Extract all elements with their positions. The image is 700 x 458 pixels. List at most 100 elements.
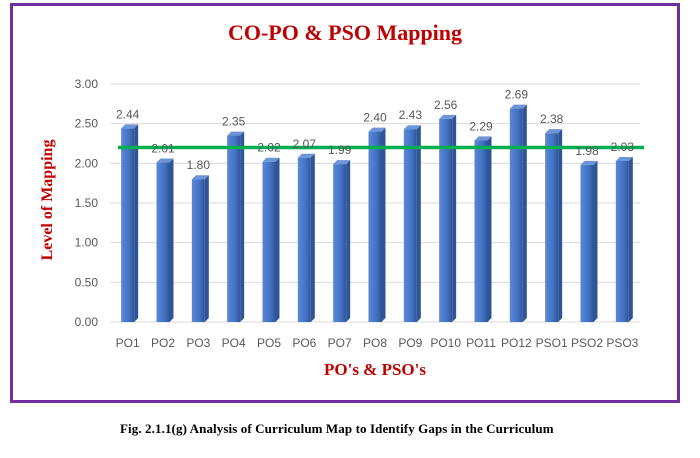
data-label: 1.99 xyxy=(328,143,352,157)
bar-front xyxy=(403,129,417,322)
bar-top xyxy=(333,160,351,165)
data-label: 2.35 xyxy=(222,115,246,129)
data-label: 2.02 xyxy=(257,141,281,155)
y-tick-label: 0.50 xyxy=(75,275,99,289)
bar xyxy=(121,124,139,322)
data-label: 1.80 xyxy=(187,158,211,172)
x-tick-label: PO12 xyxy=(501,336,532,350)
bar-top xyxy=(403,125,421,130)
data-label: 2.56 xyxy=(434,98,458,112)
bar-side xyxy=(310,153,315,322)
bar-top xyxy=(615,156,633,161)
data-label: 1.98 xyxy=(575,144,599,158)
x-tick-label: PO6 xyxy=(292,336,316,350)
x-tick-label: PO4 xyxy=(222,336,246,350)
bar-side xyxy=(522,104,527,323)
bar-front xyxy=(227,135,241,322)
bar xyxy=(509,104,527,323)
bar xyxy=(262,157,280,322)
x-tick-label: PO9 xyxy=(398,336,422,350)
bar-top xyxy=(509,104,527,109)
bar-side xyxy=(487,136,492,322)
bar xyxy=(545,129,563,322)
data-label: 2.01 xyxy=(151,142,175,156)
data-label: 2.40 xyxy=(363,111,387,125)
bar-front xyxy=(297,157,311,322)
data-label: 2.43 xyxy=(399,108,423,122)
y-tick-label: 1.00 xyxy=(75,236,99,250)
bar-side xyxy=(169,158,174,322)
bar-top xyxy=(368,127,386,132)
bar-front xyxy=(615,160,629,322)
bar-top xyxy=(439,114,457,119)
x-tick-label: PO8 xyxy=(363,336,387,350)
x-tick-label: PO3 xyxy=(186,336,210,350)
data-label: 2.29 xyxy=(469,119,493,133)
bar-front xyxy=(262,161,276,322)
bar-side xyxy=(558,129,563,322)
x-axis-label: PO's & PSO's xyxy=(324,360,426,379)
data-label: 2.07 xyxy=(293,137,317,151)
x-tick-label: PO1 xyxy=(116,336,140,350)
x-tick-label: PSO1 xyxy=(536,336,568,350)
bar-front xyxy=(545,133,559,322)
bar-side xyxy=(275,157,280,322)
data-label: 2.03 xyxy=(611,140,635,154)
x-tick-label: PSO3 xyxy=(606,336,638,350)
bar xyxy=(580,160,598,322)
bar-side xyxy=(452,114,457,322)
x-tick-label: PO11 xyxy=(466,336,496,350)
bar xyxy=(297,153,315,322)
bar-top xyxy=(474,136,492,141)
bar-front xyxy=(580,164,594,322)
bar xyxy=(227,131,245,322)
y-tick-label: 2.50 xyxy=(75,117,99,131)
data-label: 2.38 xyxy=(540,112,564,126)
bar-top xyxy=(580,160,598,165)
bar-top xyxy=(227,131,245,136)
bar-side xyxy=(628,156,633,322)
bar-side xyxy=(381,127,386,322)
bar-top xyxy=(297,153,315,158)
bar-side xyxy=(346,160,351,322)
bar-front xyxy=(474,140,488,322)
bar xyxy=(191,175,209,322)
bar-top xyxy=(545,129,563,134)
y-tick-label: 2.00 xyxy=(75,156,99,170)
bar-front xyxy=(368,131,382,322)
y-tick-label: 3.00 xyxy=(75,77,99,91)
bar-front xyxy=(191,179,205,322)
figure-caption: Fig. 2.1.1(g) Analysis of Curriculum Map… xyxy=(120,421,554,436)
x-tick-label: PSO2 xyxy=(571,336,603,350)
bar-side xyxy=(240,131,245,322)
x-tick-label: PO10 xyxy=(430,336,461,350)
bar-side xyxy=(593,160,598,322)
bar xyxy=(403,125,421,322)
bar-top xyxy=(262,157,280,162)
bar xyxy=(474,136,492,322)
bar xyxy=(333,160,351,322)
chart-title: CO-PO & PSO Mapping xyxy=(227,20,463,45)
bar-top xyxy=(156,158,174,163)
bar-side xyxy=(204,175,209,322)
bar-front xyxy=(156,162,170,322)
bar-side xyxy=(134,124,139,322)
bar-top xyxy=(121,124,139,129)
bar xyxy=(156,158,174,322)
bar-front xyxy=(121,128,135,322)
x-tick-label: PO2 xyxy=(151,336,175,350)
x-tick-label: PO7 xyxy=(328,336,352,350)
bar xyxy=(615,156,633,322)
bar-front xyxy=(509,108,523,323)
y-tick-label: 1.50 xyxy=(75,196,99,210)
y-tick-label: 0.00 xyxy=(75,315,99,329)
data-label: 2.69 xyxy=(505,88,529,102)
bar-side xyxy=(416,125,421,322)
y-axis-label: Level of Mapping xyxy=(39,140,56,261)
bar-front xyxy=(439,118,453,322)
bar-top xyxy=(191,175,209,180)
bar-front xyxy=(333,164,347,322)
x-tick-label: PO5 xyxy=(257,336,281,350)
data-label: 2.44 xyxy=(116,107,140,121)
